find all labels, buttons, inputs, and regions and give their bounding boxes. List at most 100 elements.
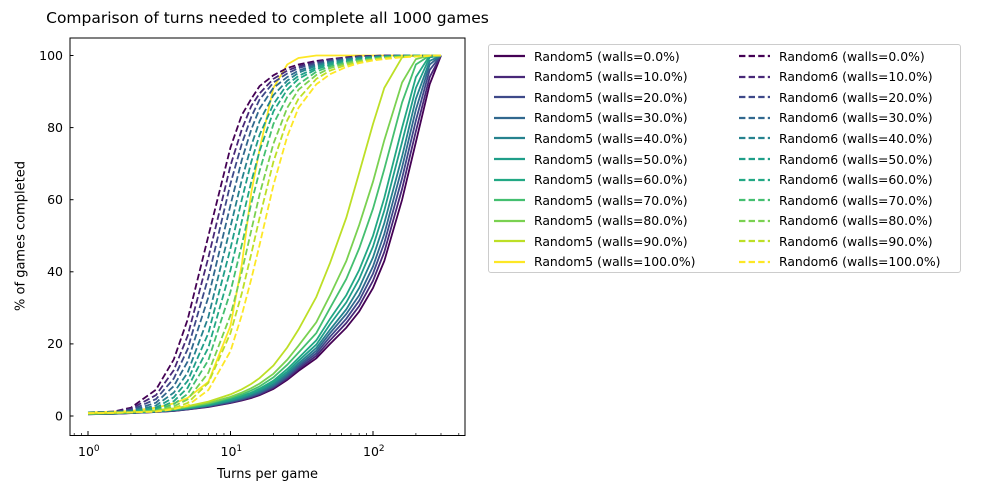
legend-column-random6: Random6 (walls=0.0%) Random6 (walls=10.0%… [734,46,940,272]
legend-item-label: Random5 (walls=20.0%) [534,89,688,105]
series-line-random5-walls-60 [87,54,441,415]
y-tick-label: 0 [55,408,63,423]
legend-item-label: Random6 (walls=50.0%) [779,151,933,167]
legend-item: Random5 (walls=60.0%) [489,169,734,190]
legend-swatch-line [739,198,770,202]
legend-item-label: Random5 (walls=60.0%) [534,172,688,188]
series-line-random6-walls-80 [87,54,441,414]
legend-item-label: Random6 (walls=60.0%) [779,172,933,188]
series-line-random5-walls-0 [87,55,442,416]
legend-swatch-line [494,75,525,78]
series-line-random5-walls-20 [87,54,442,416]
y-tick-label: 80 [47,120,63,135]
legend-swatch-line [494,240,525,243]
legend-item: Random5 (walls=80.0%) [489,210,734,231]
series-line-random6-walls-50 [87,54,441,414]
series-line-random6-walls-40 [87,54,441,414]
legend-swatch-line [739,55,770,58]
legend-swatch-line [739,157,770,161]
legend-item: Random5 (walls=70.0%) [489,190,734,211]
legend-item-label: Random5 (walls=70.0%) [534,192,688,208]
series-line-random6-walls-10 [87,54,441,414]
legend-item-label: Random5 (walls=30.0%) [534,110,688,126]
legend-swatch-line [494,157,525,161]
legend-item-label: Random6 (walls=90.0%) [779,233,933,249]
legend-item: Random5 (walls=90.0%) [489,231,734,252]
legend-item: Random5 (walls=30.0%) [489,108,734,129]
legend-item-label: Random6 (walls=40.0%) [779,130,933,146]
series-line-random6-walls-60 [87,54,441,414]
legend-item: Random5 (walls=0.0%) [489,46,734,67]
legend-item-label: Random5 (walls=50.0%) [534,151,688,167]
x-axis-label: Turns per game [216,467,319,482]
series-line-random6-walls-30 [87,54,441,414]
legend-swatch-line [494,178,525,181]
legend-item-label: Random5 (walls=100.0%) [534,254,696,270]
legend-item: Random6 (walls=60.0%) [734,169,940,190]
legend-swatch-line [494,219,525,222]
legend-swatch-line [739,260,770,263]
x-tick-label: 101 [221,444,243,459]
series-line-random6-walls-20 [87,54,441,414]
legend-item: Random5 (walls=50.0%) [489,149,734,170]
series-line-random6-walls-90 [87,54,441,414]
legend-swatch-line [494,116,525,120]
legend-item: Random5 (walls=40.0%) [489,128,734,149]
legend-item: Random6 (walls=20.0%) [734,87,940,108]
series-line-random5-walls-90 [87,54,441,415]
legend-item-label: Random6 (walls=80.0%) [779,213,933,229]
y-tick-label: 60 [47,192,63,207]
legend-swatch-line [494,55,525,58]
legend-swatch-line [739,240,770,243]
plot-border [69,37,466,436]
legend-item: Random6 (walls=50.0%) [734,149,940,170]
legend-swatch-line [739,178,770,181]
legend-item-label: Random6 (walls=0.0%) [779,48,925,64]
series-line-random6-walls-0 [87,54,441,414]
series-line-random5-walls-70 [87,54,441,415]
legend-swatch-line [494,96,525,99]
legend-item: Random5 (walls=100.0%) [489,251,734,272]
legend-swatch-line [739,219,770,222]
y-axis-label: % of games completed [13,161,29,311]
y-tick-label: 100 [39,48,63,63]
legend-item: Random5 (walls=10.0%) [489,67,734,88]
legend-item-label: Random5 (walls=10.0%) [534,69,688,85]
legend-item-label: Random5 (walls=80.0%) [534,213,688,229]
legend-item: Random6 (walls=0.0%) [734,46,940,67]
legend-item: Random6 (walls=80.0%) [734,210,940,231]
legend-item-label: Random6 (walls=20.0%) [779,89,933,105]
legend-item: Random6 (walls=40.0%) [734,128,940,149]
legend-item-label: Random5 (walls=40.0%) [534,130,688,146]
legend: Random5 (walls=0.0%) Random5 (walls=10.0%… [488,44,961,273]
series-line-random5-walls-80 [87,54,441,415]
legend-item: Random6 (walls=90.0%) [734,231,940,252]
x-tick-label: 102 [363,444,385,459]
series-line-random5-walls-10 [87,55,442,416]
series-line-random6-walls-100 [87,54,442,414]
x-tick-label: 100 [78,444,100,459]
chart-title: Comparison of turns needed to complete a… [46,9,489,27]
legend-item-label: Random6 (walls=70.0%) [779,192,933,208]
legend-item: Random5 (walls=20.0%) [489,87,734,108]
legend-column-random5: Random5 (walls=0.0%) Random5 (walls=10.0%… [489,46,734,272]
y-tick-label: 40 [47,264,63,279]
legend-item: Random6 (walls=70.0%) [734,190,940,211]
series-line-random5-walls-40 [87,54,442,415]
legend-item-label: Random5 (walls=0.0%) [534,48,680,64]
legend-swatch-line [739,116,770,120]
series-line-random5-walls-100 [87,54,441,414]
series-line-random6-walls-70 [87,54,441,414]
series-line-random5-walls-50 [87,54,442,415]
legend-item: Random6 (walls=10.0%) [734,67,940,88]
legend-item-label: Random6 (walls=30.0%) [779,110,933,126]
legend-item: Random6 (walls=30.0%) [734,108,940,129]
legend-item-label: Random5 (walls=90.0%) [534,233,688,249]
legend-swatch-line [494,137,525,140]
legend-swatch-line [494,260,525,263]
legend-item-label: Random6 (walls=100.0%) [779,254,941,270]
y-tick-label: 20 [47,336,63,351]
legend-swatch-line [739,137,770,140]
